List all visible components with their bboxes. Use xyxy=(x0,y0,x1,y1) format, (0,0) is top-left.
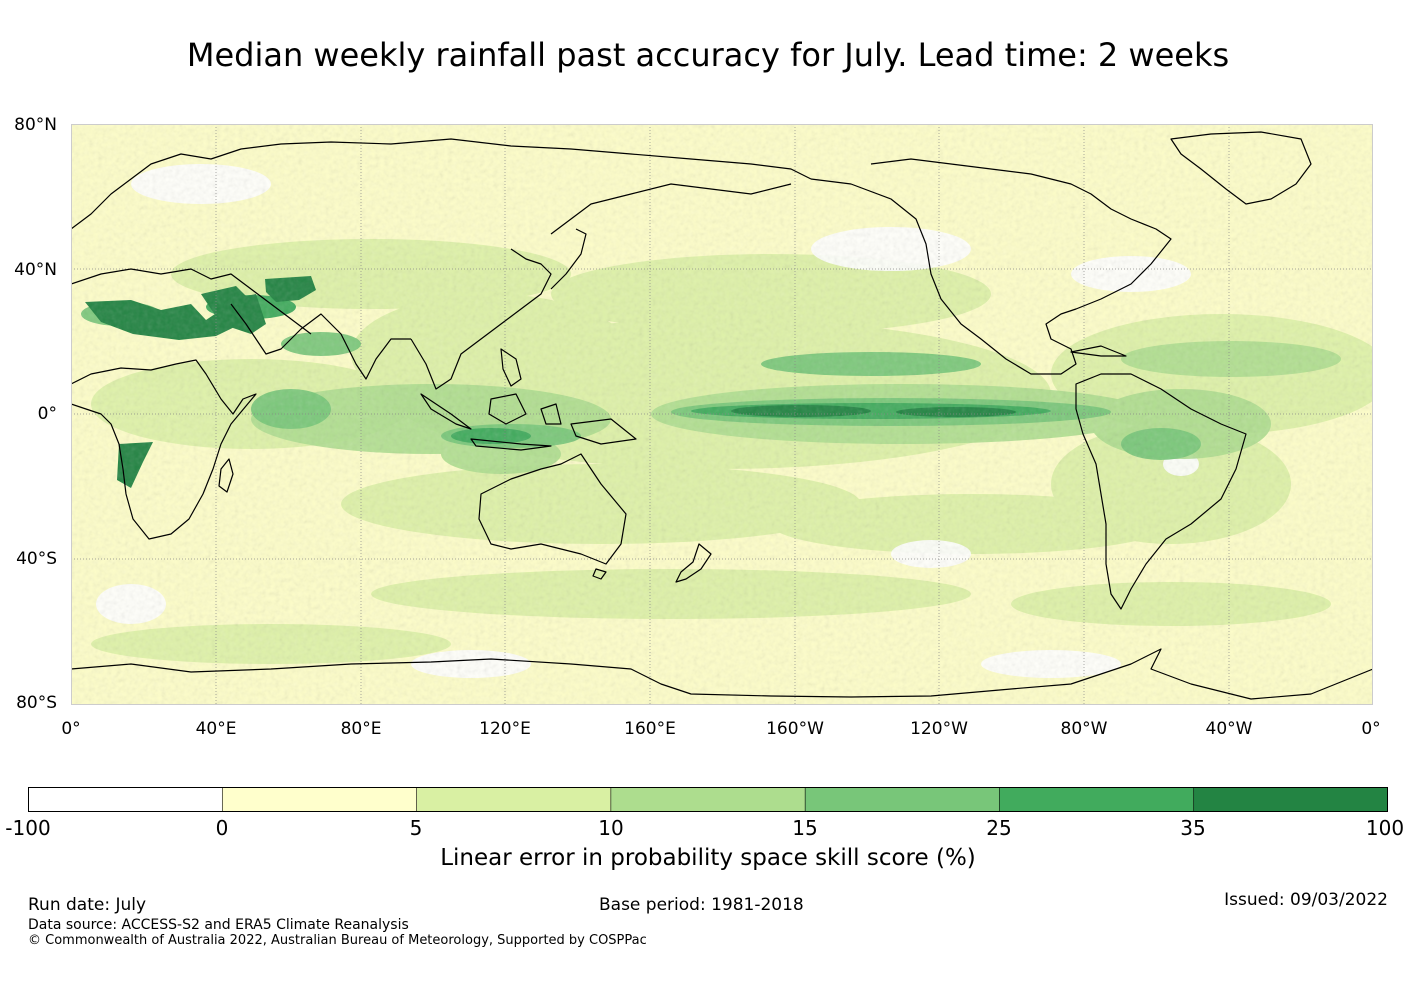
colorbar-cell xyxy=(1193,787,1388,812)
colorbar-tick: 100 xyxy=(1365,816,1405,840)
colorbar-tick: 15 xyxy=(792,816,818,840)
lat-label-80s: 80°S xyxy=(16,693,57,713)
lon-label-120e: 120°E xyxy=(479,719,531,739)
graticule xyxy=(71,124,1373,705)
lon-label-40w: 40°W xyxy=(1205,719,1253,739)
map-title: Median weekly rainfall past accuracy for… xyxy=(186,36,1230,74)
lon-label-80e: 80°E xyxy=(340,719,382,739)
coastlines xyxy=(71,131,1373,700)
run-date: Run date: July xyxy=(28,895,147,915)
data-source: Data source: ACCESS-S2 and ERA5 Climate … xyxy=(28,917,409,933)
colorbar-cell xyxy=(28,787,224,812)
lat-label-40n: 40°N xyxy=(14,260,57,280)
colorbar-tick: 0 xyxy=(215,816,229,840)
colorbar xyxy=(28,787,1388,812)
lat-label-40s: 40°S xyxy=(16,549,57,569)
lon-label-120w: 120°W xyxy=(910,719,968,739)
lon-label-40e: 40°E xyxy=(195,719,237,739)
colorbar-cell xyxy=(999,787,1195,812)
skill-field xyxy=(71,124,1373,705)
lon-label-160e: 160°E xyxy=(624,719,676,739)
skill-score-map xyxy=(71,124,1373,705)
lon-label-0: 0° xyxy=(61,719,81,739)
lat-label-80n: 80°N xyxy=(14,115,57,135)
issued-date: Issued: 09/03/2022 xyxy=(1224,890,1388,910)
lon-label-160w: 160°W xyxy=(766,719,824,739)
colorbar-cell xyxy=(610,787,806,812)
colorbar-tick: 35 xyxy=(1180,816,1206,840)
colorbar-cell xyxy=(804,787,1001,812)
lon-label-80w: 80°W xyxy=(1060,719,1108,739)
colorbar-tick: 25 xyxy=(986,816,1012,840)
colorbar-cell xyxy=(221,787,418,812)
lat-label-0: 0° xyxy=(37,404,57,424)
lon-label-360: 0° xyxy=(1361,719,1381,739)
colorbar-tick: -100 xyxy=(5,816,51,840)
colorbar-label: Linear error in probability space skill … xyxy=(440,845,976,871)
base-period: Base period: 1981-2018 xyxy=(599,895,804,915)
colorbar-tick: 10 xyxy=(598,816,624,840)
colorbar-cell xyxy=(416,787,612,812)
colorbar-tick: 5 xyxy=(409,816,423,840)
copyright: © Commonwealth of Australia 2022, Austra… xyxy=(28,933,647,948)
